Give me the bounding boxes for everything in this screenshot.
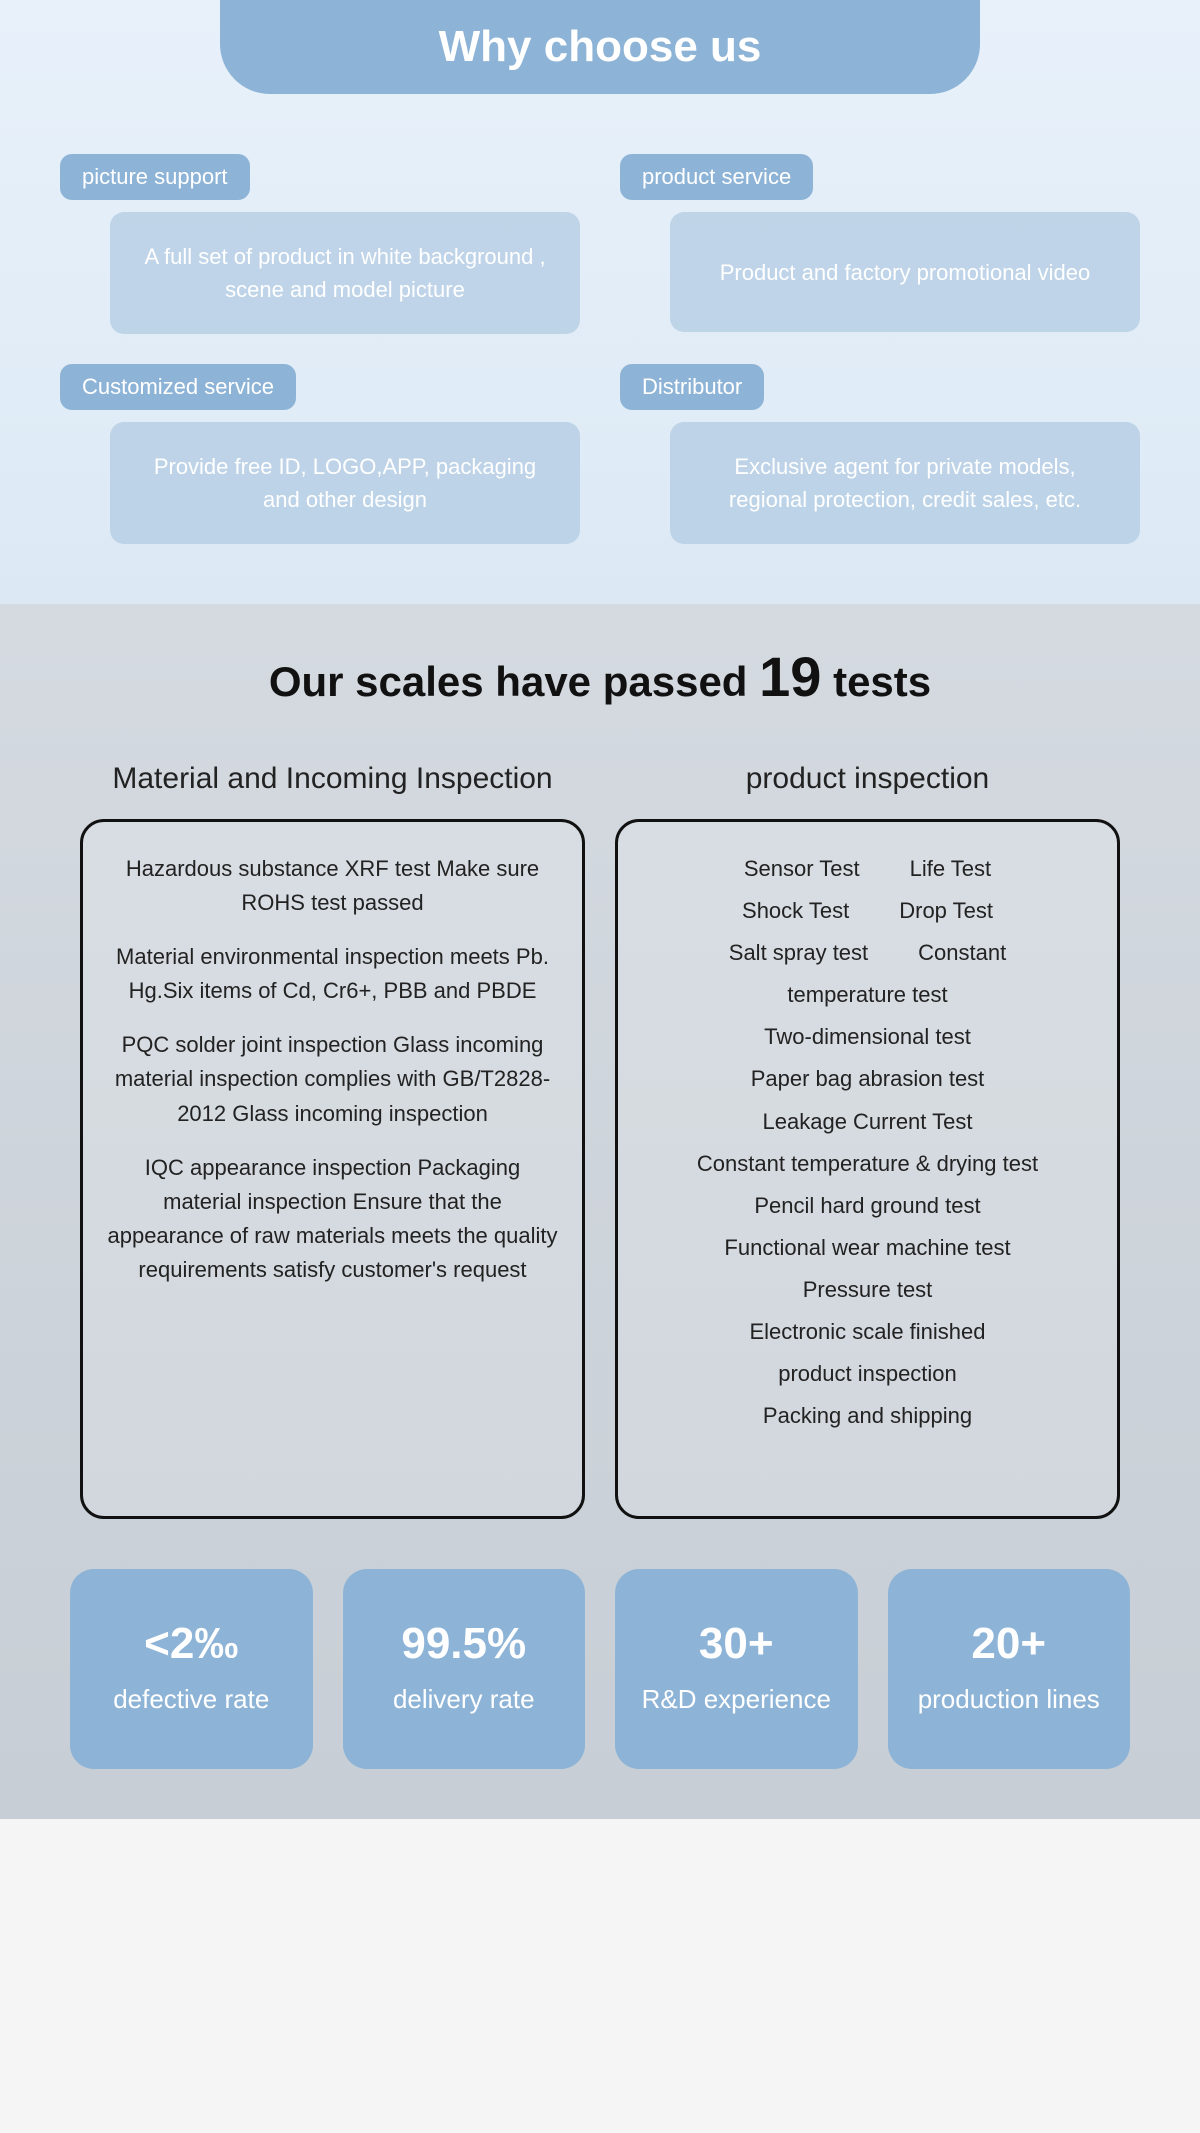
test-line: product inspection	[638, 1357, 1097, 1391]
feature-customized-service: Customized service Provide free ID, LOGO…	[60, 364, 580, 544]
feature-tag: Distributor	[620, 364, 764, 410]
stat-value: 30+	[625, 1619, 848, 1669]
test-line: Electronic scale finished	[638, 1315, 1097, 1349]
test-line: Pencil hard ground test	[638, 1189, 1097, 1223]
stats-row: <2‰ defective rate 99.5% delivery rate 3…	[0, 1519, 1200, 1769]
test-pair: Salt spray test Constant	[638, 936, 1097, 970]
tests-section: Our scales have passed 19 tests Material…	[0, 604, 1200, 1819]
test-line: Functional wear machine test	[638, 1231, 1097, 1265]
features-grid: picture support A full set of product in…	[0, 94, 1200, 564]
tests-title-number: 19	[759, 645, 821, 708]
stat-rd-experience: 30+ R&D experience	[615, 1569, 858, 1769]
stat-defective-rate: <2‰ defective rate	[70, 1569, 313, 1769]
col-material: Material and Incoming Inspection Hazardo…	[80, 739, 585, 1519]
test-line: Constant temperature & drying test	[638, 1147, 1097, 1181]
test-item: Drop Test	[899, 894, 993, 928]
stat-label: production lines	[898, 1683, 1121, 1716]
stat-label: delivery rate	[353, 1683, 576, 1716]
col-heading: Material and Incoming Inspection	[80, 739, 585, 819]
tests-title-post: tests	[821, 658, 931, 705]
col-box: Sensor Test Life Test Shock Test Drop Te…	[615, 819, 1120, 1519]
test-item: Sensor Test	[744, 852, 860, 886]
feature-tag: Customized service	[60, 364, 296, 410]
test-line: Two-dimensional test	[638, 1020, 1097, 1054]
feature-picture-support: picture support A full set of product in…	[60, 154, 580, 334]
test-item: Shock Test	[742, 894, 849, 928]
tests-columns: Material and Incoming Inspection Hazardo…	[0, 739, 1200, 1519]
why-choose-us-section: Why choose us picture support A full set…	[0, 0, 1200, 604]
test-item: Life Test	[910, 852, 992, 886]
test-item: Salt spray test	[729, 936, 868, 970]
feature-body: Provide free ID, LOGO,APP, packaging and…	[110, 422, 580, 544]
tests-title-pre: Our scales have passed	[269, 658, 759, 705]
test-para: IQC appearance inspection Packaging mate…	[103, 1151, 562, 1287]
test-item: Constant	[918, 936, 1006, 970]
stat-value: <2‰	[80, 1619, 303, 1669]
feature-body: Product and factory promotional video	[670, 212, 1140, 332]
test-para: Material environmental inspection meets …	[103, 940, 562, 1008]
stat-value: 20+	[898, 1619, 1121, 1669]
test-pair: Sensor Test Life Test	[638, 852, 1097, 886]
stat-label: R&D experience	[625, 1683, 848, 1716]
test-line: Leakage Current Test	[638, 1105, 1097, 1139]
feature-body: A full set of product in white backgroun…	[110, 212, 580, 334]
section-title: Why choose us	[220, 0, 980, 94]
col-box: Hazardous substance XRF test Make sure R…	[80, 819, 585, 1519]
test-line: Packing and shipping	[638, 1399, 1097, 1433]
test-para: PQC solder joint inspection Glass incomi…	[103, 1028, 562, 1130]
stat-production-lines: 20+ production lines	[888, 1569, 1131, 1769]
col-product-inspection: product inspection Sensor Test Life Test…	[615, 739, 1120, 1519]
tests-title: Our scales have passed 19 tests	[0, 644, 1200, 709]
col-heading: product inspection	[615, 739, 1120, 819]
test-para: Hazardous substance XRF test Make sure R…	[103, 852, 562, 920]
test-line: Paper bag abrasion test	[638, 1062, 1097, 1096]
feature-distributor: Distributor Exclusive agent for private …	[620, 364, 1140, 544]
feature-product-service: product service Product and factory prom…	[620, 154, 1140, 334]
feature-tag: picture support	[60, 154, 250, 200]
feature-tag: product service	[620, 154, 813, 200]
feature-body: Exclusive agent for private models, regi…	[670, 422, 1140, 544]
stat-delivery-rate: 99.5% delivery rate	[343, 1569, 586, 1769]
stat-value: 99.5%	[353, 1619, 576, 1669]
stat-label: defective rate	[80, 1683, 303, 1716]
test-line: Pressure test	[638, 1273, 1097, 1307]
test-line: temperature test	[638, 978, 1097, 1012]
test-pair: Shock Test Drop Test	[638, 894, 1097, 928]
